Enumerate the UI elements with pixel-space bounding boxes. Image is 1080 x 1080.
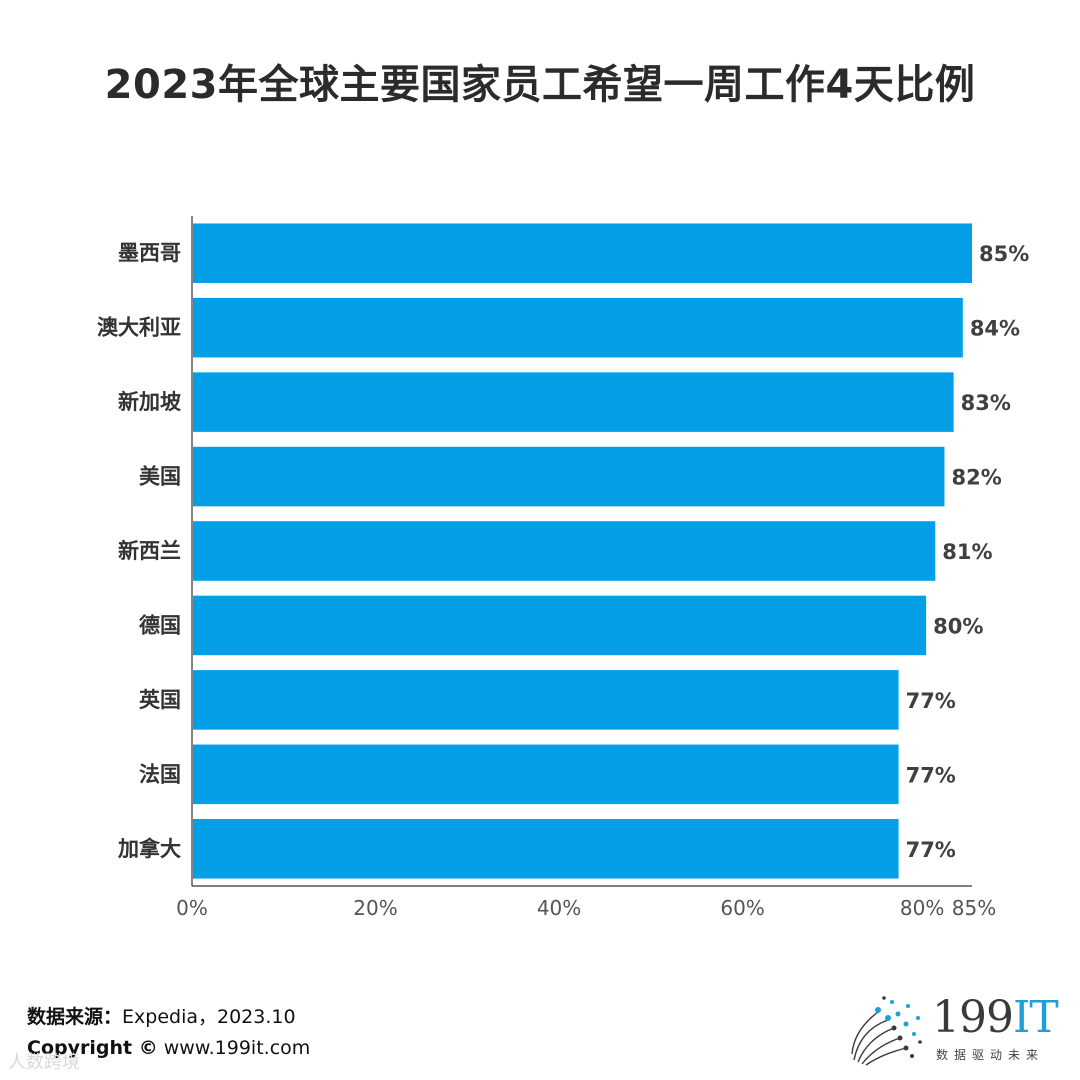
bar-2 — [193, 297, 963, 358]
data-label: 81% — [942, 540, 992, 564]
copyright-line: Copyright © www.199it.com — [27, 1037, 310, 1059]
bar-7 — [193, 670, 899, 730]
bar-3 — [193, 372, 954, 432]
brand-logo: 199IT 数据驱动未来 — [848, 990, 1063, 1070]
category-label: 加拿大 — [117, 837, 181, 861]
x-tick-label: 0% — [176, 896, 208, 920]
category-label: 澳大利亚 — [97, 316, 181, 340]
data-label: 77% — [906, 838, 956, 862]
watermark: 人数跨境 — [8, 1052, 80, 1073]
category-label: 美国 — [139, 465, 181, 489]
logo-dots-icon — [851, 996, 922, 1066]
category-label: 墨西哥 — [118, 241, 181, 265]
category-label: 新加坡 — [118, 390, 181, 414]
logo-wordmark: 199IT — [932, 992, 1059, 1043]
x-tick-label: 20% — [353, 896, 397, 920]
bar-5 — [193, 521, 936, 581]
chart-title: 2023年全球主要国家员工希望一周工作4天比例 — [104, 62, 976, 108]
data-label: 77% — [906, 763, 956, 787]
bar-6 — [193, 595, 927, 656]
bar-chart: 墨西哥 85% 澳大利亚 84% 新加坡 83% 美国 82% 新西兰 81% 德国 80% 英国 77%… — [97, 216, 1029, 920]
category-label: 德国 — [139, 613, 181, 637]
category-label: 法国 — [139, 762, 181, 786]
copyright-url[interactable]: www.199it.com — [163, 1037, 311, 1059]
bar-8 — [193, 744, 899, 805]
copyright-label: Copyright © — [27, 1037, 158, 1059]
x-tick-label: 85% — [952, 896, 996, 920]
bar-1 — [193, 223, 972, 283]
logo-tagline: 数据驱动未来 — [936, 1048, 1045, 1062]
x-tick-label: 80% — [900, 896, 944, 920]
data-label: 82% — [951, 466, 1001, 490]
bar-4 — [193, 446, 945, 507]
category-label: 英国 — [139, 688, 181, 712]
source-label: 数据来源： — [27, 1006, 123, 1028]
x-tick-label: 60% — [720, 896, 764, 920]
data-label: 80% — [933, 614, 983, 638]
data-label: 77% — [906, 689, 956, 713]
source-value: Expedia，2023.10 — [122, 1006, 296, 1028]
category-label: 新西兰 — [118, 539, 181, 563]
data-label: 85% — [979, 242, 1029, 266]
data-label: 84% — [970, 317, 1020, 341]
bar-9 — [193, 819, 899, 879]
source-line: 数据来源：Expedia，2023.10 — [27, 1002, 296, 1029]
data-label: 83% — [961, 391, 1011, 415]
x-tick-label: 40% — [537, 896, 581, 920]
